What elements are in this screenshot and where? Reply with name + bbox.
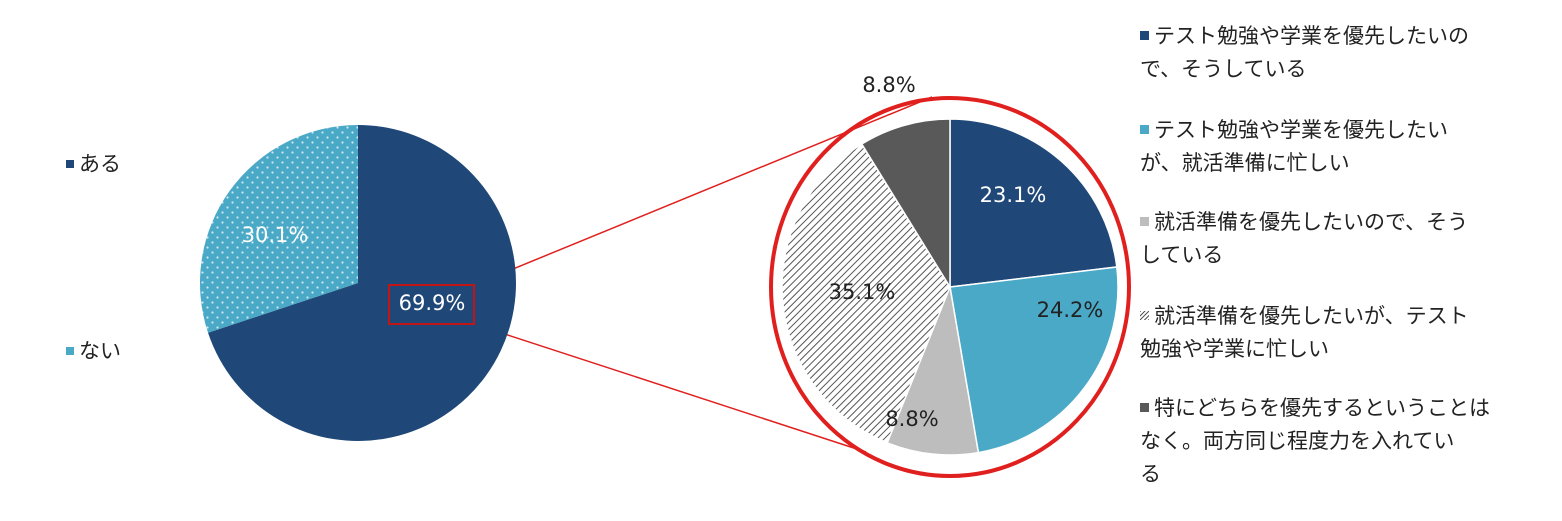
legend-marker: [1140, 31, 1149, 40]
data-label-3: 8.8%: [885, 407, 938, 431]
pie-chart-main: 69.9% 30.1%: [200, 124, 516, 441]
legend-label: ない: [79, 339, 121, 363]
data-label-nai: 30.1%: [242, 223, 309, 247]
legend-item-aru: ある: [66, 148, 121, 181]
pie-slice-3: [886, 284, 980, 456]
legend-label: 就活準備を優先したいが、テスト 勉強や学業に忙しい: [1140, 304, 1469, 361]
data-label-aru: 69.9%: [399, 291, 466, 315]
data-label-5: 8.8%: [862, 73, 915, 97]
pie-chart-breakdown: 23.1% 24.2% 8.8% 35.1% 8.8%: [781, 73, 1119, 456]
highlight-box: [388, 284, 475, 325]
legend-item-nai: ない: [66, 335, 121, 368]
highlight-overlay: [388, 96, 1131, 478]
pie-slice-2: [949, 266, 1119, 454]
legend-label: 特にどちらを優先するということは なく。両方同じ程度力を入れてい る: [1140, 396, 1490, 486]
legend-marker: [66, 347, 74, 355]
legend-label: テスト勉強や学業を優先したいの で、そうしている: [1140, 24, 1469, 81]
connector-line-bottom: [473, 323, 867, 453]
pie-slice-1: [949, 118, 1118, 288]
legend-item-jobhunt-priority: 就活準備を優先したいので、そう している: [1140, 206, 1468, 272]
legend-item-jobhunt-but-busy: 就活準備を優先したいが、テスト 勉強や学業に忙しい: [1140, 300, 1469, 366]
highlight-circle: [769, 96, 1131, 478]
legend-marker: [1140, 217, 1149, 226]
legend-label: テスト勉強や学業を優先したい が、就活準備に忙しい: [1140, 118, 1448, 175]
legend-marker: [1140, 403, 1149, 412]
legend-label: 就活準備を優先したいので、そう している: [1140, 210, 1469, 267]
data-label-2: 24.2%: [1037, 298, 1104, 322]
pie-slice-aru: [208, 125, 516, 441]
legend-marker: [66, 160, 74, 168]
legend-item-both-equal: 特にどちらを優先するということは なく。両方同じ程度力を入れてい る: [1140, 392, 1490, 491]
pie-slice-nai: [200, 124, 358, 333]
legend-item-study-priority: テスト勉強や学業を優先したいの で、そうしている: [1140, 20, 1469, 86]
legend-item-study-but-busy: テスト勉強や学業を優先したい が、就活準備に忙しい: [1140, 114, 1448, 180]
data-label-4: 35.1%: [829, 280, 896, 304]
data-label-1: 23.1%: [980, 183, 1047, 207]
pie-slice-5: [860, 118, 951, 290]
legend-marker: [1140, 125, 1149, 134]
legend-label: ある: [79, 152, 121, 176]
legend-marker: [1140, 311, 1149, 320]
pie-slice-4: [781, 143, 951, 444]
